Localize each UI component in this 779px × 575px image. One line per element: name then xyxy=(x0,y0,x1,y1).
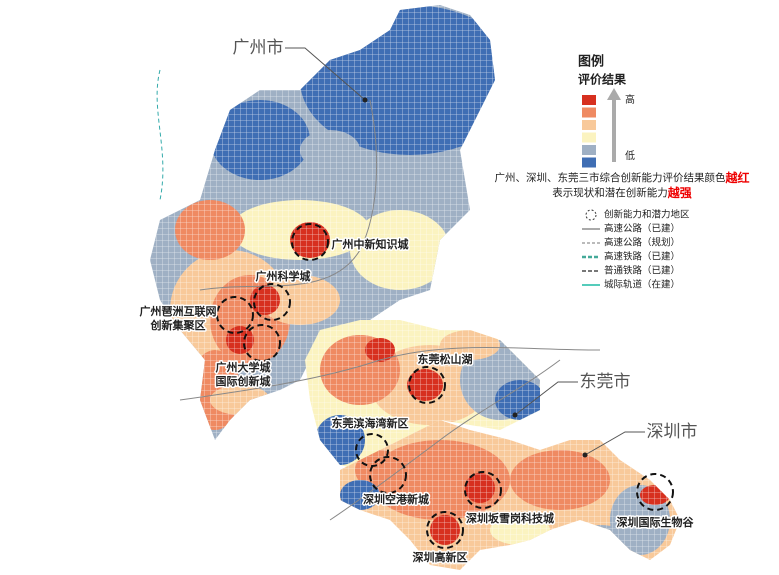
legend-title: 图例 xyxy=(578,54,604,70)
legend-item: 普通铁路（已建） xyxy=(582,265,680,277)
leader-line xyxy=(285,47,366,101)
road xyxy=(199,99,378,291)
area-label: 深圳坂雪岗科技城 xyxy=(466,511,554,525)
legend-swatch xyxy=(582,132,596,143)
legend-high: 高 xyxy=(625,93,635,106)
legend-item: 城际轨道（在建） xyxy=(582,279,680,291)
road xyxy=(329,359,561,521)
icon xyxy=(585,209,597,221)
area-label: 东莞滨海湾新区 xyxy=(332,416,409,430)
legend-item-label: 创新能力和潜力地区 xyxy=(604,209,690,221)
area-label: 广州中新知识城 xyxy=(332,237,409,251)
area-ring xyxy=(426,511,464,549)
area-ring xyxy=(464,471,502,509)
city-dot xyxy=(362,97,368,103)
legend-item: 创新能力和潜力地区 xyxy=(585,209,690,221)
area-ring xyxy=(216,296,254,334)
legend-swatch xyxy=(582,120,596,130)
leader-line xyxy=(514,381,578,416)
area-ring xyxy=(636,473,674,511)
city-label: 广州市 xyxy=(233,38,284,58)
legend-item: 高速公路（已建） xyxy=(582,223,680,235)
legend-item: 高速铁路（已建） xyxy=(582,251,680,263)
area-ring xyxy=(291,223,329,261)
area-label: 深圳国际生物谷 xyxy=(617,515,695,529)
legend-subtitle: 评价结果 xyxy=(578,72,626,87)
note-emphasis: 越强 xyxy=(667,185,692,200)
area-ring xyxy=(253,283,291,321)
innovation-areas xyxy=(216,223,674,549)
area-label: 创新集聚区 xyxy=(150,318,206,332)
legend-item: 高速公路（规划） xyxy=(582,237,680,249)
area-label: 广州大学城 xyxy=(216,360,271,374)
area-ring xyxy=(369,456,407,494)
area-label: 深圳空港新城 xyxy=(363,492,429,506)
transport-lines xyxy=(156,69,601,521)
legend-swatch xyxy=(582,107,596,118)
legend-item-label: 普通铁路（已建） xyxy=(604,265,680,277)
city-dot xyxy=(582,452,588,458)
legend-low: 低 xyxy=(625,149,635,162)
note-text: 广州、深圳、东莞三市综合创新能力评价结果颜色 xyxy=(494,171,725,184)
legend-note: 广州、深圳、东莞三市综合创新能力评价结果颜色越红 xyxy=(494,170,749,185)
area-ring xyxy=(408,366,446,404)
legend-swatch xyxy=(582,145,596,155)
note-emphasis: 越红 xyxy=(724,170,749,185)
leader-line xyxy=(584,431,645,456)
note-text: 表示现状和潜在创新能力 xyxy=(552,186,668,199)
legend-swatch xyxy=(582,157,596,168)
legend: 图例评价结果高低广州、深圳、东莞三市综合创新能力评价结果颜色越红表示现状和潜在创… xyxy=(494,54,749,291)
city-label: 深圳市 xyxy=(647,422,698,442)
area-label: 东莞松山湖 xyxy=(418,352,473,366)
legend-arrow xyxy=(607,88,621,162)
legend-item-label: 高速公路（已建） xyxy=(604,223,680,235)
area-ring xyxy=(243,324,281,362)
legend-item-label: 城际轨道（在建） xyxy=(604,279,680,291)
area-label: 国际创新城 xyxy=(216,374,271,388)
area-label: 广州科学城 xyxy=(256,269,311,283)
legend-item-label: 高速公路（规划） xyxy=(604,237,680,249)
city-label: 东莞市 xyxy=(580,372,631,392)
city-dot xyxy=(512,412,518,418)
area-label: 深圳高新区 xyxy=(413,550,468,564)
legend-note: 表示现状和潜在创新能力越强 xyxy=(552,185,692,200)
area-label: 广州琶洲互联网 xyxy=(140,304,217,318)
rail xyxy=(156,69,164,201)
road xyxy=(179,347,601,401)
legend-swatch xyxy=(582,95,596,105)
legend-item-label: 高速铁路（已建） xyxy=(604,251,680,263)
